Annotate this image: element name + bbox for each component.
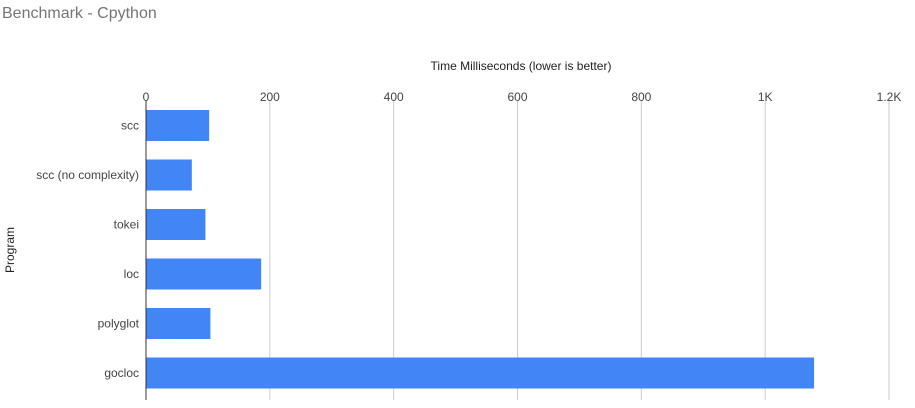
x-tick-label: 600 bbox=[507, 90, 527, 104]
category-label: loc bbox=[124, 267, 139, 281]
y-axis-title: Program bbox=[3, 227, 17, 273]
category-label: polyglot bbox=[98, 317, 140, 331]
bar bbox=[146, 209, 206, 240]
x-tick-label: 800 bbox=[631, 90, 651, 104]
bar bbox=[146, 258, 262, 290]
x-tick-label: 1K bbox=[758, 90, 773, 104]
bar bbox=[146, 110, 210, 141]
gridlines bbox=[269, 101, 890, 400]
x-tick-label: 400 bbox=[384, 90, 404, 104]
category-label: scc (no complexity) bbox=[36, 168, 139, 182]
x-tick-label: 0 bbox=[143, 90, 150, 104]
category-label: gocloc bbox=[104, 366, 139, 380]
category-labels: scc scc (no complexity) tokei loc polyglot go… bbox=[36, 119, 139, 381]
category-label: tokei bbox=[114, 218, 139, 232]
bars bbox=[146, 110, 815, 389]
bar bbox=[146, 357, 815, 389]
category-label: scc bbox=[121, 119, 139, 133]
x-tick-label: 200 bbox=[260, 90, 280, 104]
bar bbox=[146, 159, 192, 191]
x-tick-labels: 0 200 400 600 800 1K 1.2K bbox=[143, 90, 902, 104]
chart-title: Benchmark - Cpython bbox=[2, 5, 157, 22]
x-axis-title: Time Milliseconds (lower is better) bbox=[431, 59, 612, 73]
x-tick-label: 1.2K bbox=[877, 90, 902, 104]
bar bbox=[146, 308, 211, 339]
